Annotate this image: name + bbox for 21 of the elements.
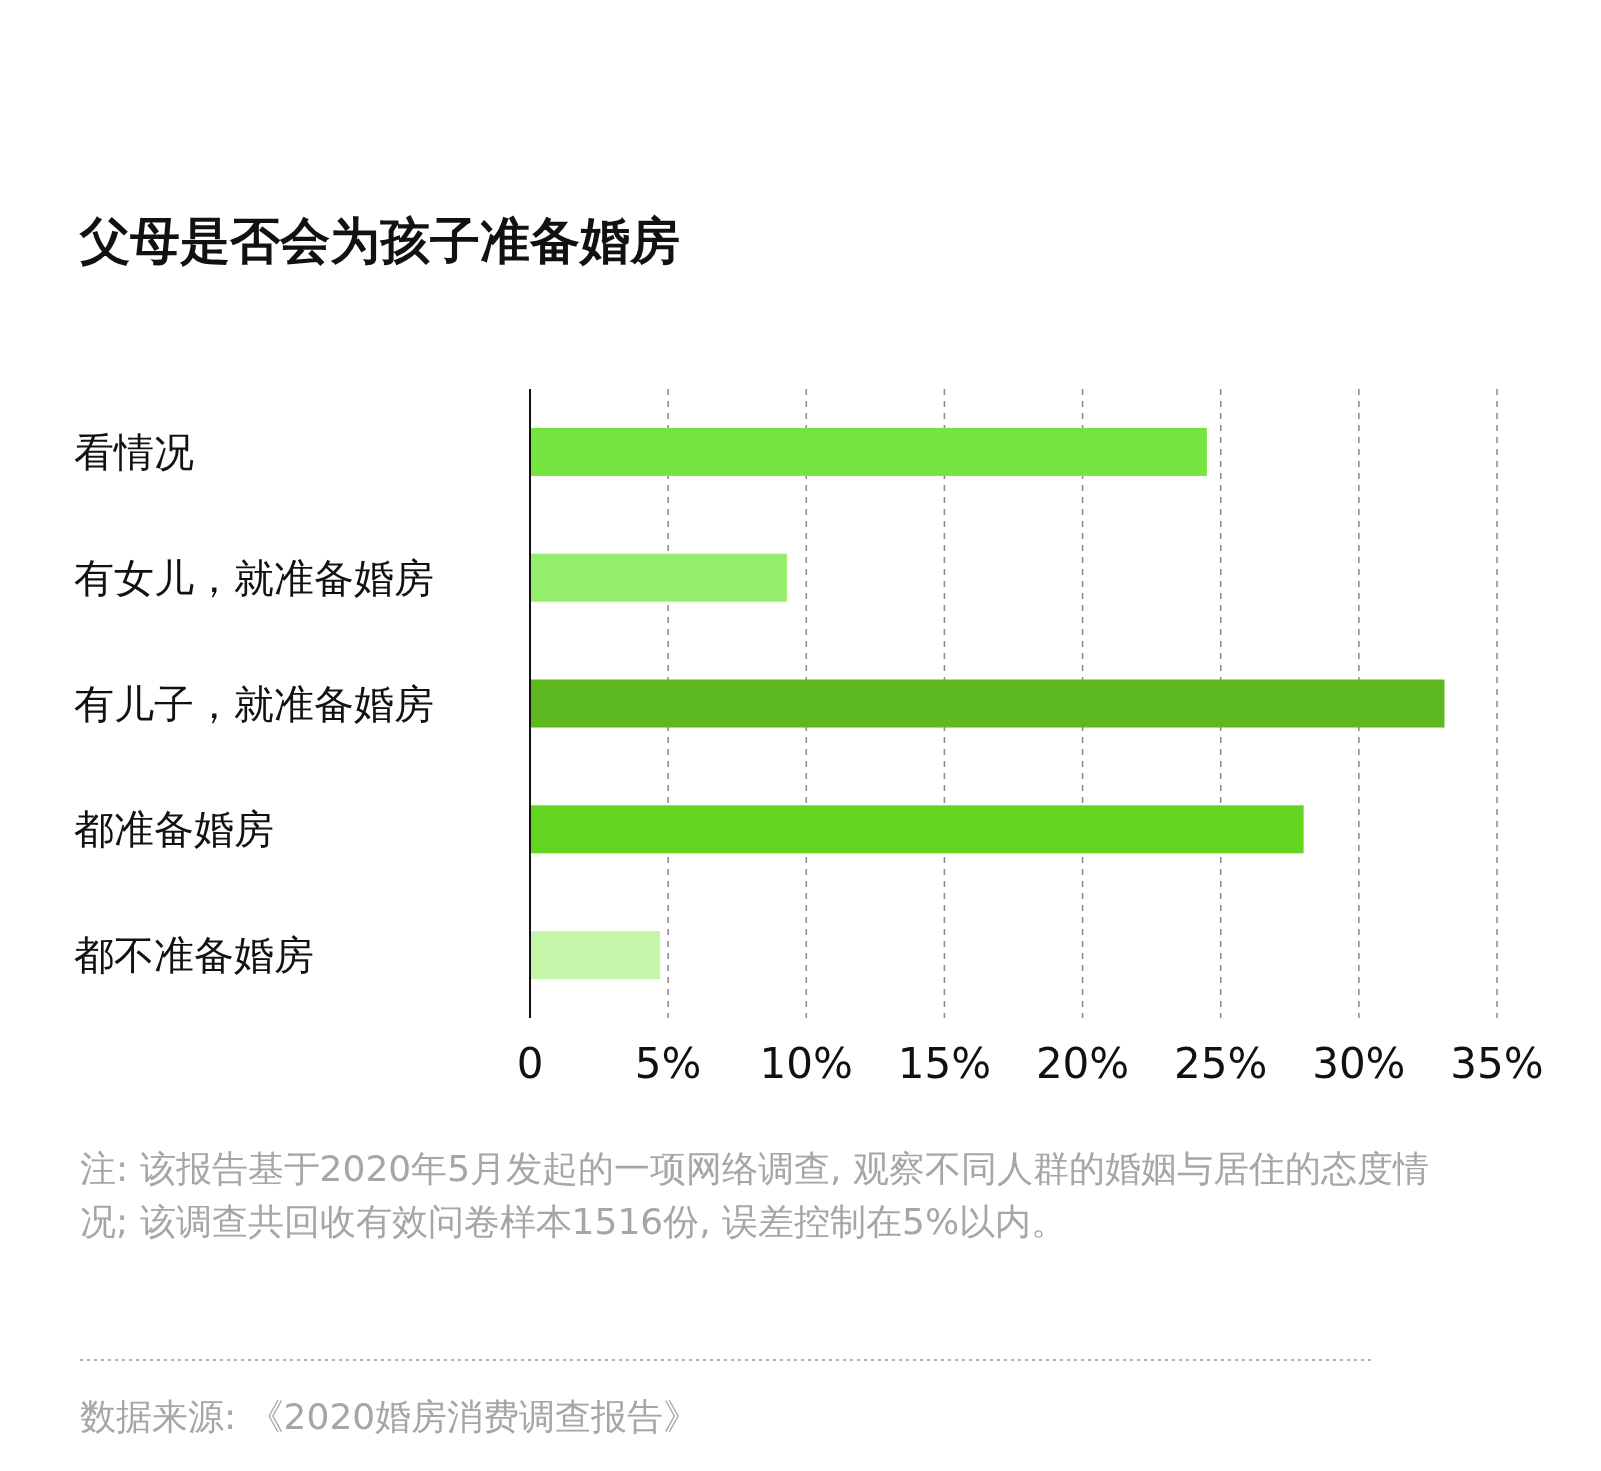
- x-tick-label: 35%: [1450, 1039, 1544, 1088]
- bar: [530, 805, 1304, 854]
- x-tick-label: 5%: [634, 1039, 702, 1088]
- text: 注: 该报告基于2020年5月发起的一项网络调查, 观察不同人群的婚姻与居住的态度情况; 该调查共回收有效问卷样本1516份, 误差控制在5%以内。: [80, 1147, 1430, 1244]
- chart-title: 父母是否会为孩子准备婚房: [79, 212, 680, 270]
- x-tick-label: 10%: [759, 1039, 853, 1088]
- source-note: 数据来源: 《2020婚房消费调查报告》: [80, 1395, 701, 1439]
- y-tick-label: 有儿子，就准备婚房: [74, 680, 434, 727]
- bar: [530, 427, 1207, 476]
- x-tick-label: 30%: [1312, 1039, 1406, 1088]
- bar: [530, 553, 787, 602]
- y-tick-label: 都准备婚房: [74, 806, 274, 853]
- x-tick-label: 15%: [897, 1039, 992, 1088]
- x-tick-label: 25%: [1174, 1039, 1268, 1088]
- bar: [530, 931, 660, 980]
- x-tick-label: 0: [516, 1039, 544, 1088]
- y-tick-label: 有女儿，就准备婚房: [74, 554, 434, 601]
- bar: [530, 679, 1445, 728]
- y-tick-label: 都不准备婚房: [74, 932, 314, 979]
- y-tick-label: 看情况: [74, 428, 194, 475]
- x-tick-label: 20%: [1035, 1039, 1130, 1088]
